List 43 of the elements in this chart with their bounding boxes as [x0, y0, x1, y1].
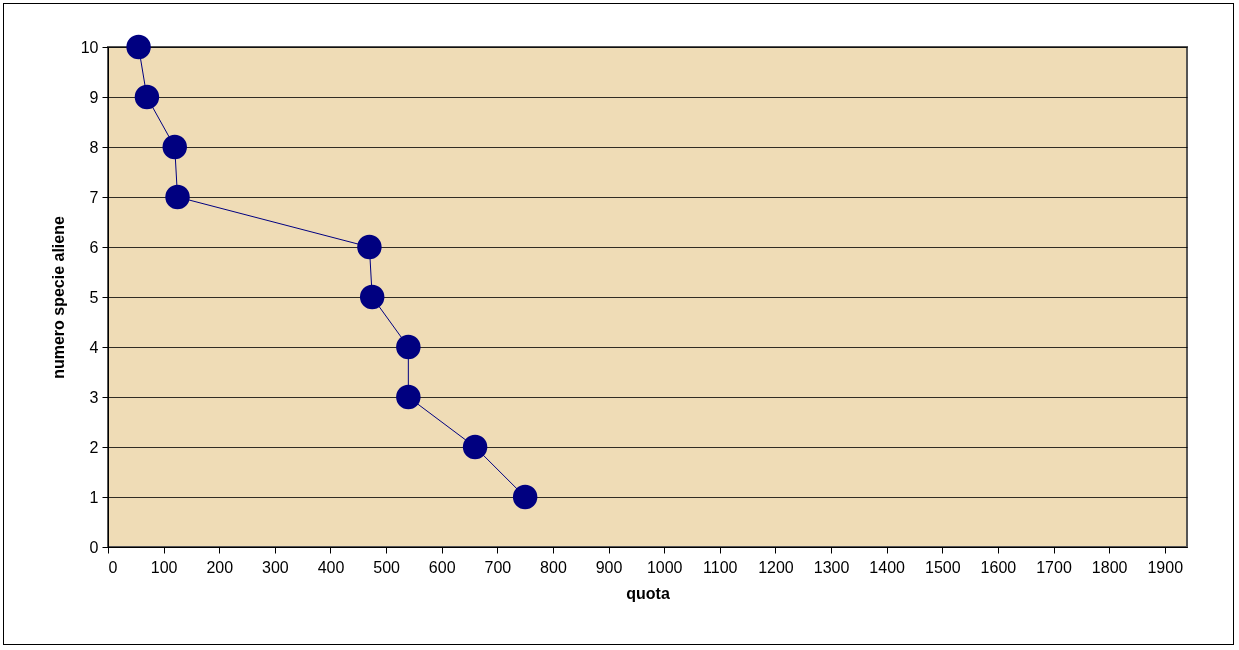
x-tick-label: 1900: [1147, 558, 1184, 576]
y-tick-label: 9: [89, 88, 99, 106]
x-tick-label: 1700: [1036, 558, 1072, 576]
x-tick-label: 1300: [813, 558, 850, 576]
x-tick-label: 1600: [980, 558, 1017, 576]
x-tick-label: 1100: [703, 558, 738, 576]
x-tick-label: 1000: [646, 558, 683, 576]
x-tick-label: 600: [428, 558, 456, 576]
y-tick-label: 5: [89, 288, 99, 306]
x-tick-label: 1400: [869, 558, 906, 576]
point: [512, 484, 538, 510]
point: [462, 434, 488, 460]
y-axis-title: numero specie aliene: [49, 216, 67, 379]
point: [359, 284, 385, 310]
x-tick-label: 800: [540, 558, 567, 576]
x-axis-title: quota: [626, 584, 670, 602]
y-tick-label: 6: [89, 238, 99, 256]
x-tick-label: 500: [373, 558, 401, 576]
x-tick-label: 100: [150, 558, 178, 576]
x-tick-label: 0: [108, 558, 118, 576]
x-tick-label: 1800: [1091, 558, 1128, 576]
x-tick-label: 900: [595, 558, 623, 576]
x-tick-label: 200: [206, 558, 234, 576]
y-tick-label: 10: [80, 38, 99, 56]
y-tick-label: 1: [89, 488, 99, 506]
point: [396, 334, 421, 360]
point: [126, 34, 151, 60]
x-tick-label: 300: [262, 558, 289, 576]
point: [165, 184, 190, 210]
y-tick-label: 8: [89, 138, 99, 156]
x-tick-label: 700: [484, 558, 512, 576]
y-tick-label: 3: [89, 388, 99, 406]
y-tick-label: 2: [89, 438, 99, 456]
point: [162, 134, 187, 160]
point: [134, 84, 160, 110]
x-tick-label: 1200: [758, 558, 794, 576]
y-tick-label: 7: [89, 188, 99, 206]
y-tick-label: 4: [89, 338, 99, 356]
x-tick-label: 400: [317, 558, 345, 576]
x-tick-label: 1500: [924, 558, 961, 576]
point: [357, 234, 382, 260]
point: [396, 384, 421, 410]
y-tick-label: 0: [89, 538, 99, 556]
